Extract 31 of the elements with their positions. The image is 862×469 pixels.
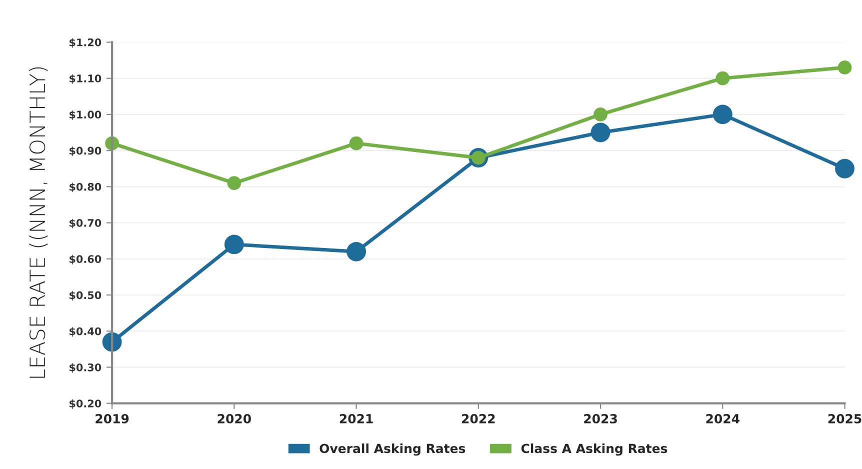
y-tick-label: $0.20: [70, 399, 102, 409]
point: [349, 136, 364, 150]
point: [712, 104, 732, 124]
y-tick-label: $0.50: [70, 291, 102, 300]
y-tick-label: $1.10: [70, 74, 102, 84]
point: [838, 60, 852, 74]
x-tick-label: 2020: [218, 414, 251, 424]
x-tick-label: 2019: [96, 414, 129, 424]
y-tick-label: $0.80: [70, 182, 102, 192]
point: [590, 122, 610, 142]
point: [835, 158, 854, 178]
point: [716, 71, 730, 86]
x-tick-label: 2023: [584, 414, 617, 424]
legend-label: Overall Asking Rates: [320, 443, 466, 456]
point: [594, 107, 608, 122]
y-tick-label: $0.60: [70, 254, 102, 264]
y-tick-label: $0.40: [70, 327, 102, 337]
y-tick-label: $1.00: [70, 110, 102, 120]
y-tick-label: $0.30: [70, 363, 102, 373]
y-axis-title: LEASE RATE ((NNN, MONTHLY): [29, 67, 48, 378]
point: [224, 234, 244, 254]
x-tick-label: 2025: [828, 414, 862, 424]
x-tick-label: 2022: [462, 414, 495, 424]
legend-label: Class A Asking Rates: [521, 443, 668, 456]
y-tick-label: $1.20: [70, 38, 102, 48]
point: [346, 242, 366, 262]
y-tick-label: $0.90: [70, 146, 102, 156]
x-tick-label: 2024: [706, 414, 740, 424]
y-tick-label: $0.70: [70, 218, 102, 228]
x-tick-label: 2021: [340, 414, 373, 424]
point: [227, 176, 242, 190]
